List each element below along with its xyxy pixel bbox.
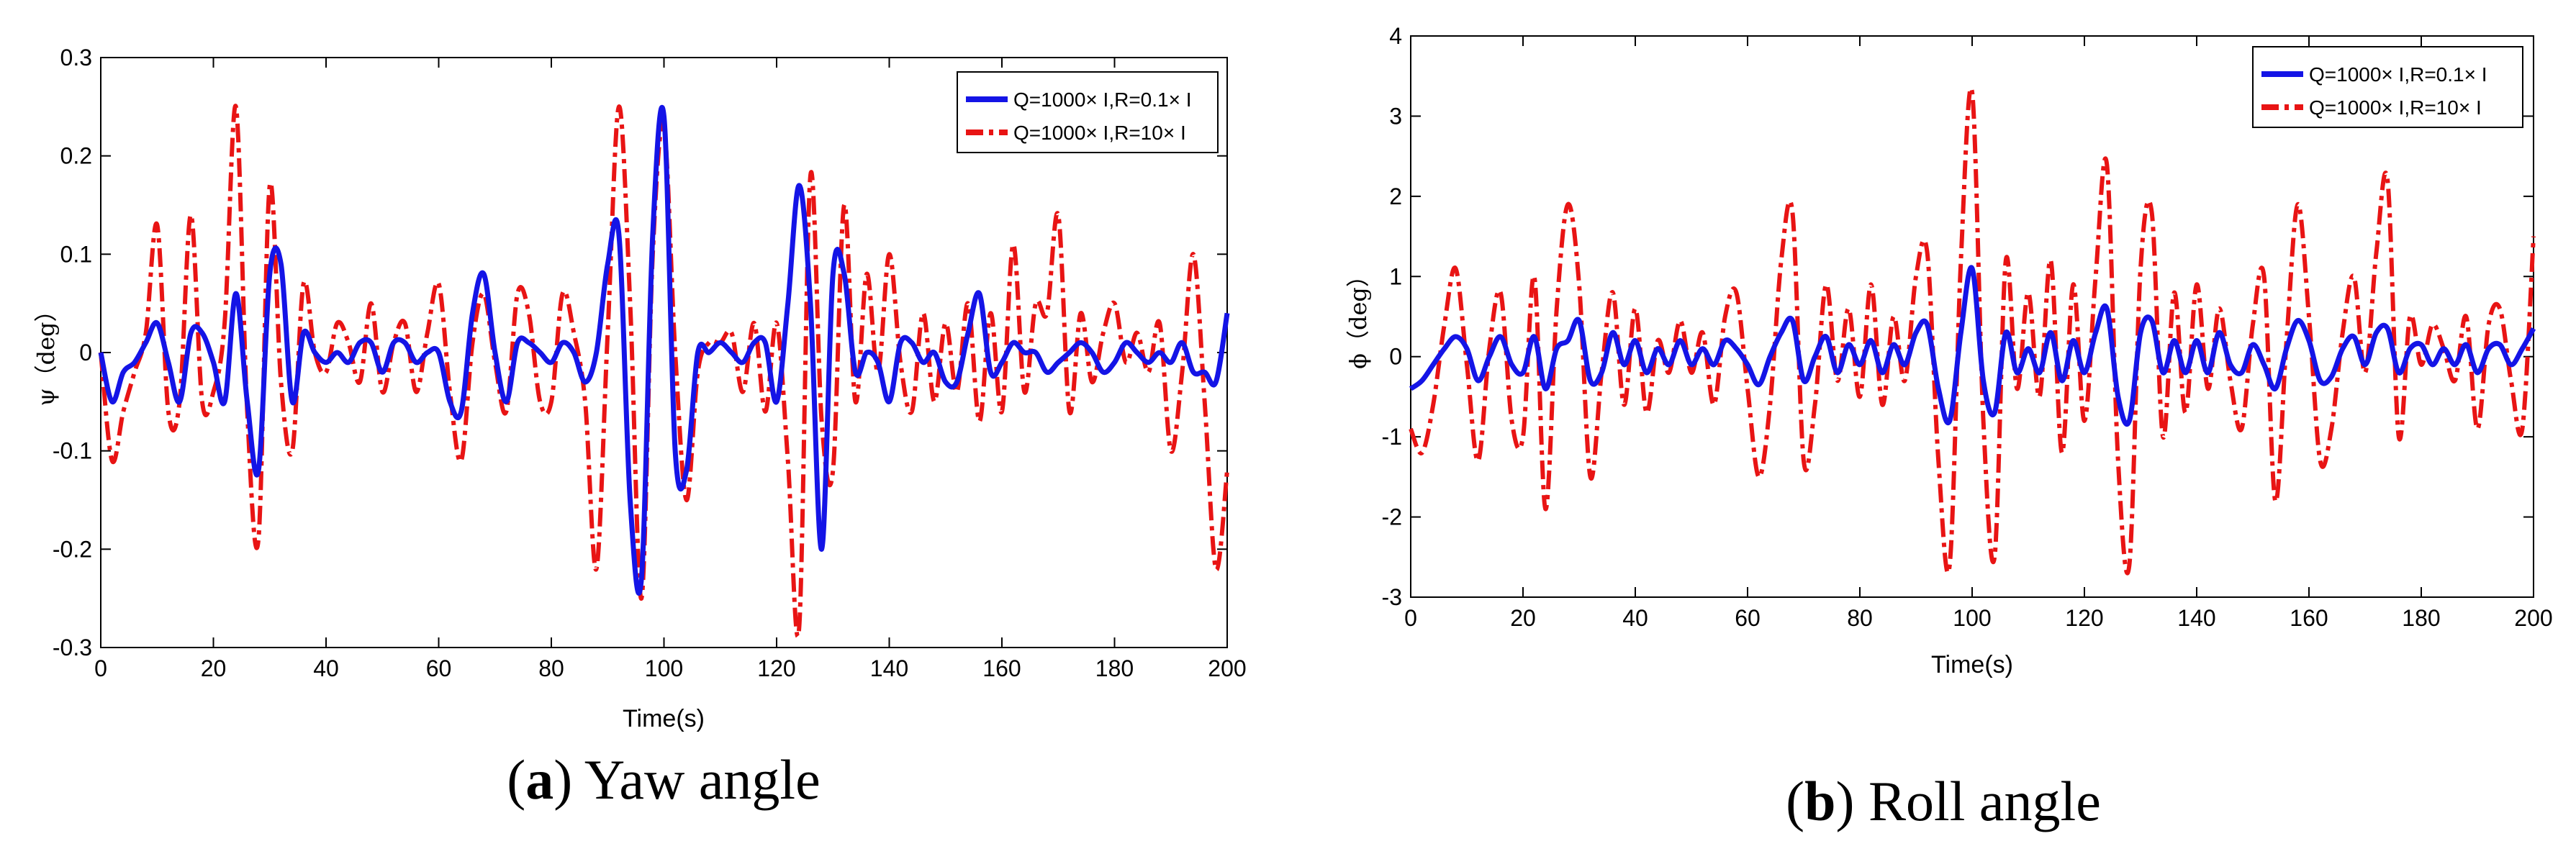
- legend-entry-roll-blue: Q=1000× I,R=0.1× I: [2309, 63, 2487, 86]
- caption-letter-yaw: a: [525, 748, 553, 811]
- y-tick-label-yaw: -0.1: [53, 438, 92, 464]
- series-line-yaw-r10: [99, 104, 1229, 639]
- x-tick-label-yaw: 120: [757, 655, 795, 681]
- x-tick-label-yaw: 140: [870, 655, 908, 681]
- y-tick-label-roll: 3: [1389, 103, 1402, 129]
- tick-group-roll: 0 20 40 60 80 100 120 140 160 180 200 -3 -2 -1 0 1 2 3 4: [1382, 23, 2553, 631]
- x-tick-label-yaw: 100: [645, 655, 683, 681]
- legend-box-roll: [2252, 46, 2523, 128]
- legend-entry-roll-red: Q=1000× I,R=10× I: [2309, 96, 2482, 119]
- x-tick-label-roll: 180: [2402, 605, 2440, 631]
- y-tick-label-roll: -1: [1382, 424, 1402, 450]
- y-tick-label-roll: -3: [1382, 584, 1402, 610]
- legend-entry-yaw-red: Q=1000× I,R=10× I: [1013, 122, 1186, 144]
- x-tick-label-yaw: 80: [538, 655, 564, 681]
- x-tick-label-roll: 60: [1735, 605, 1761, 631]
- y-axis-label-yaw: ψ（deg）: [32, 299, 60, 406]
- x-tick-label-roll: 0: [1404, 605, 1417, 631]
- x-tick-label-yaw: 0: [94, 655, 107, 681]
- x-tick-label-yaw: 200: [1208, 655, 1246, 681]
- y-tick-label-roll: 1: [1389, 263, 1402, 289]
- x-tick-label-yaw: 20: [201, 655, 227, 681]
- y-axis-label-roll: ϕ（deg）: [1345, 264, 1372, 369]
- x-tick-label-yaw: 60: [426, 655, 452, 681]
- legend-entry-yaw-blue: Q=1000× I,R=0.1× I: [1013, 88, 1192, 111]
- y-tick-label-yaw: 0: [79, 340, 92, 365]
- caption-text-roll: Roll angle: [1868, 770, 2101, 832]
- tick-group-yaw: 0 20 40 60 80 100 120 140 160 180 200 -0.3 -0.2 -0.1 0…: [53, 45, 1247, 681]
- x-axis-label-yaw: Time(s): [623, 705, 705, 732]
- legend-box-yaw: [957, 71, 1219, 153]
- series-line-roll-r01: [1409, 265, 2536, 427]
- x-tick-label-roll: 200: [2514, 605, 2552, 631]
- caption-yaw: (a) Yaw angle: [507, 748, 820, 811]
- y-tick-label-yaw: 0.2: [60, 143, 92, 169]
- y-tick-label-yaw: -0.3: [53, 635, 92, 660]
- x-tick-label-yaw: 40: [313, 655, 339, 681]
- x-tick-label-roll: 80: [1847, 605, 1873, 631]
- caption-letter-roll: b: [1804, 770, 1835, 832]
- x-tick-label-roll: 120: [2065, 605, 2103, 631]
- x-tick-label-roll: 20: [1510, 605, 1536, 631]
- x-tick-label-roll: 160: [2290, 605, 2328, 631]
- series-line-roll-r10: [1409, 86, 2536, 576]
- x-axis-label-roll: Time(s): [1931, 651, 2013, 678]
- x-tick-label-roll: 100: [1953, 605, 1991, 631]
- chart-roll-angle: 0 20 40 60 80 100 120 140 160 180 200 -3 -2 -1 0 1 2 3 4 T…: [1345, 23, 2553, 832]
- y-tick-label-yaw: -0.2: [53, 536, 92, 562]
- y-tick-label-roll: 4: [1389, 23, 1402, 49]
- y-tick-label-roll: -2: [1382, 504, 1402, 530]
- legend-yaw: Q=1000× I,R=0.1× I Q=1000× I,R=10× I: [957, 71, 1219, 153]
- caption-text-yaw: Yaw angle: [584, 748, 821, 811]
- y-tick-label-roll: 0: [1389, 344, 1402, 370]
- series-line-yaw-r01: [98, 104, 1230, 596]
- y-tick-label-yaw: 0.3: [60, 45, 92, 71]
- series-group-yaw: [98, 104, 1230, 639]
- chart-yaw-angle: 0 20 40 60 80 100 120 140 160 180 200 -0.3 -0.2 -0.1 0…: [32, 45, 1247, 811]
- x-tick-label-yaw: 180: [1095, 655, 1134, 681]
- legend-roll: Q=1000× I,R=0.1× I Q=1000× I,R=10× I: [2252, 46, 2523, 128]
- x-tick-label-yaw: 160: [982, 655, 1021, 681]
- caption-roll: (b) Roll angle: [1786, 770, 2101, 832]
- series-group-roll: [1409, 86, 2536, 576]
- x-tick-label-roll: 40: [1622, 605, 1648, 631]
- y-tick-label-roll: 2: [1389, 183, 1402, 209]
- x-tick-label-roll: 140: [2177, 605, 2215, 631]
- y-tick-label-yaw: 0.1: [60, 241, 92, 267]
